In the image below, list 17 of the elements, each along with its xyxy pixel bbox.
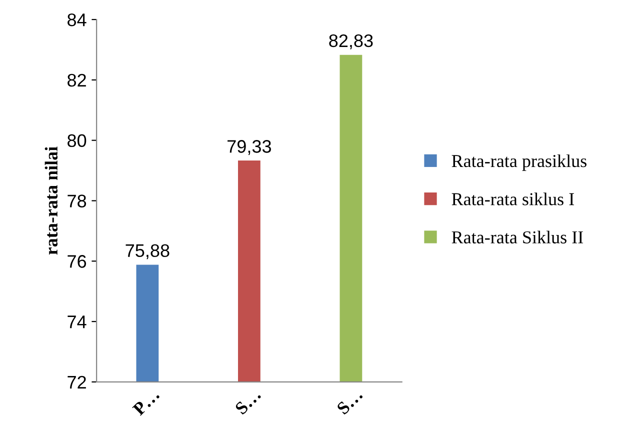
legend-label: Rata-rata siklus I bbox=[452, 192, 574, 206]
data-label: 82,83 bbox=[329, 34, 373, 50]
data-label: 75,88 bbox=[126, 244, 170, 260]
y-tick-label: 72 bbox=[68, 376, 86, 388]
y-tick-label: 78 bbox=[68, 194, 86, 208]
y-tick-label: 80 bbox=[68, 134, 86, 148]
x-tick-label: P… bbox=[132, 388, 160, 416]
data-label: 79,33 bbox=[228, 140, 271, 155]
y-axis-title: rata-rata nilai bbox=[44, 146, 58, 255]
legend-label: Rata-rata prasiklus bbox=[452, 154, 586, 171]
y-tick-label: 76 bbox=[68, 255, 86, 268]
x-tick-label: S… bbox=[336, 388, 364, 416]
x-tick-label: S… bbox=[234, 388, 262, 416]
y-tick-label: 82 bbox=[68, 74, 86, 87]
y-tick-label: 74 bbox=[68, 316, 86, 328]
y-tick-label: 84 bbox=[68, 13, 86, 26]
legend-label: Rata-rata Siklus II bbox=[452, 230, 584, 244]
